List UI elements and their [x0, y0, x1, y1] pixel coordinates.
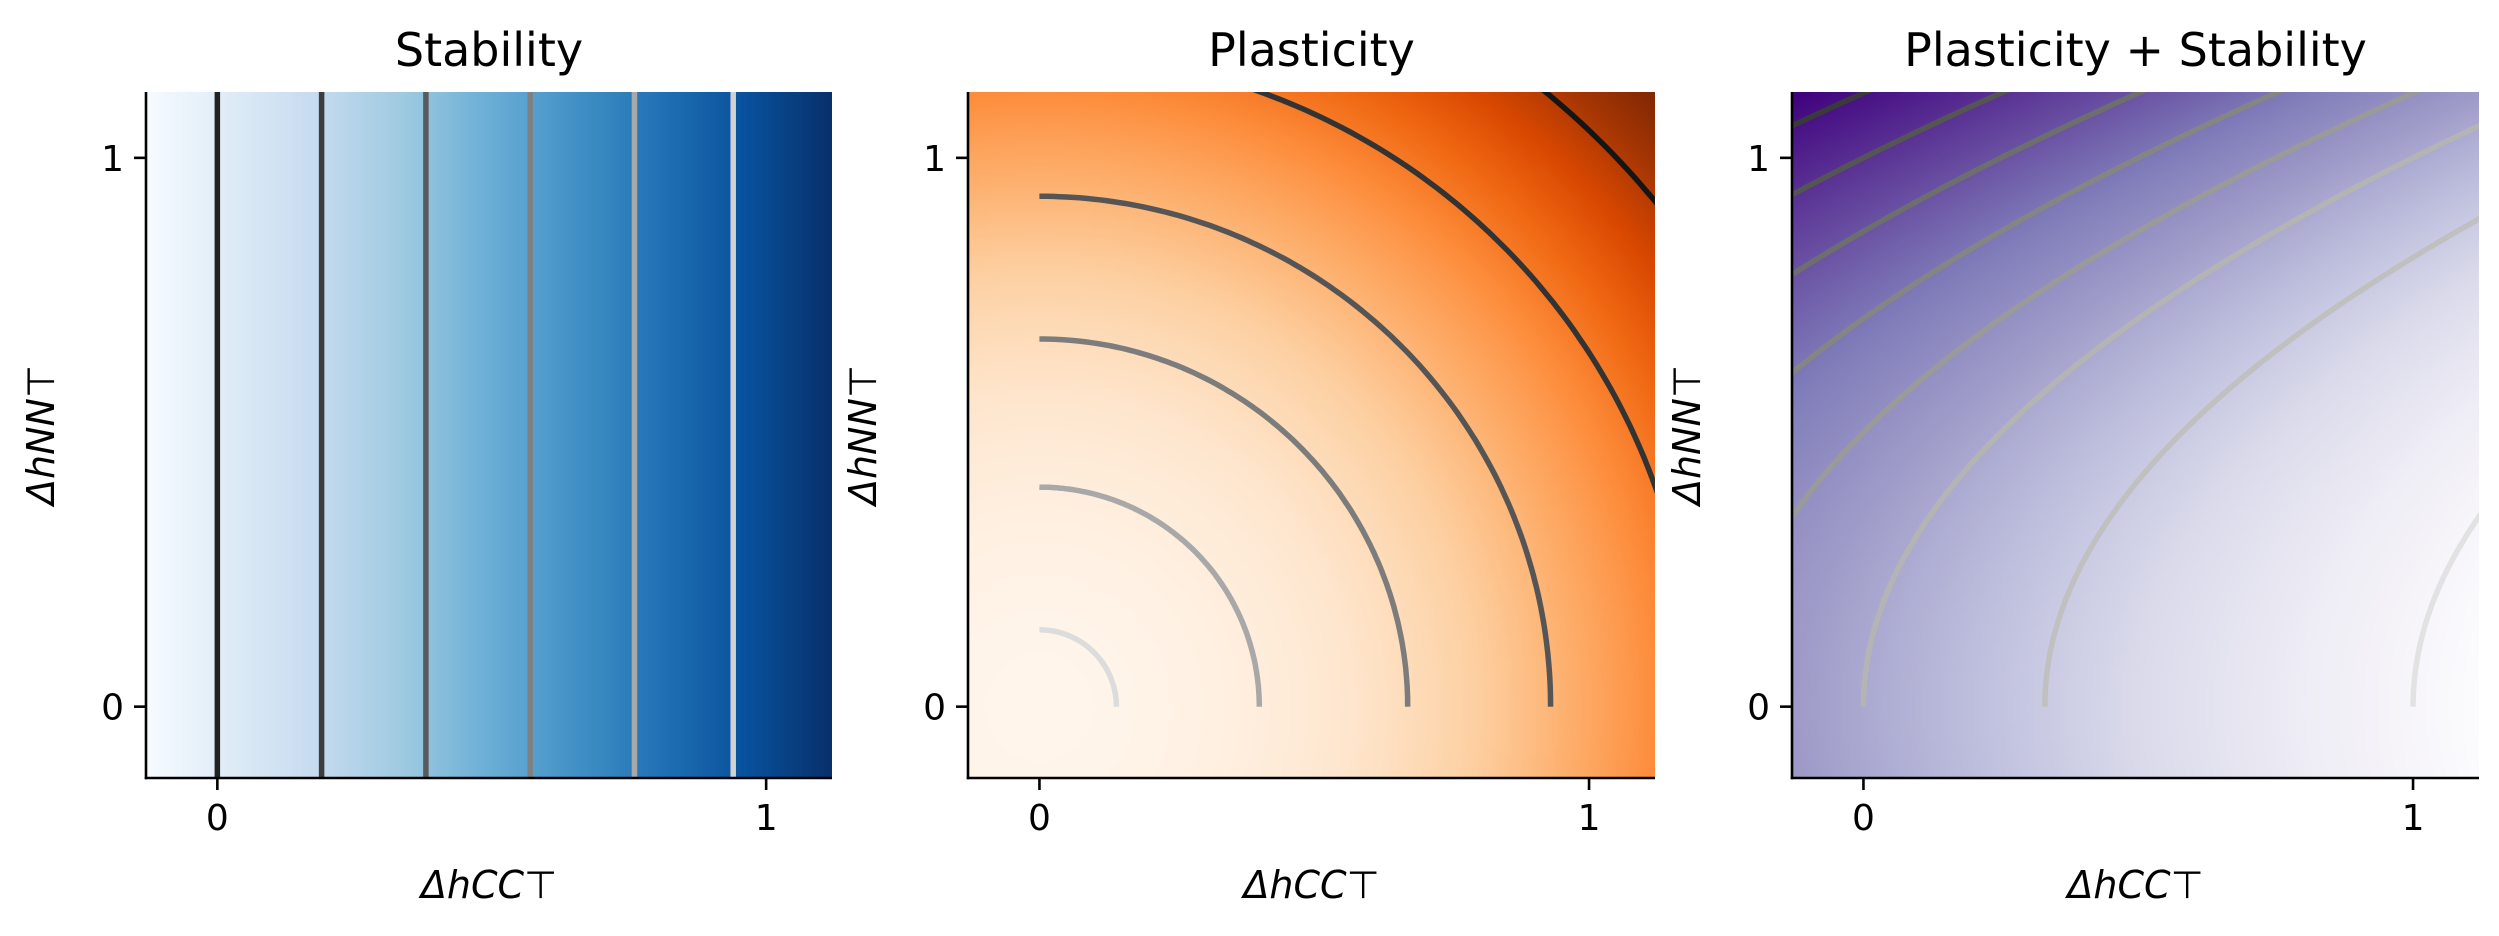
y-tick-label: 1 [923, 139, 946, 180]
plasticity-stability-panel: 0 1 0 1 Plasticity + Stability ΔhCC⊤ ΔhNN⊤ [1665, 23, 2479, 907]
plasticity-panel: 0 1 0 1 Plasticity ΔhCC⊤ ΔhNN⊤ [841, 23, 1655, 907]
heatmap-image [968, 92, 1655, 778]
contour-line [2410, 511, 2479, 707]
y-axis-label: ΔhNN⊤ [19, 365, 63, 508]
x-tick-label: 1 [1578, 798, 1601, 839]
y-axis-label: ΔhNN⊤ [841, 365, 885, 508]
x-axis-label: ΔhCC⊤ [1240, 863, 1379, 907]
contour-lines [1792, 92, 2479, 707]
contour-line [1039, 336, 1411, 707]
contour-line [1039, 484, 1263, 707]
heatmap-image [1792, 92, 2479, 778]
contour-line [2042, 215, 2479, 707]
y-tick-label: 0 [923, 688, 946, 729]
contour-line [1252, 92, 1655, 495]
contour-line [1039, 627, 1120, 707]
contour-lines [214, 92, 736, 778]
x-tick-label: 1 [2402, 798, 2425, 839]
contour-line [1792, 92, 2148, 278]
plasticity-stability-title: Plasticity + Stability [1904, 23, 2367, 77]
y-tick-label: 1 [1747, 139, 1770, 180]
y-axis-label: ΔhNN⊤ [1665, 365, 1709, 508]
x-tick-label: 0 [1028, 798, 1051, 839]
x-axis-label: ΔhCC⊤ [2064, 863, 2203, 907]
stability-title: Stability [395, 23, 583, 77]
contour-line [1792, 92, 2285, 377]
x-tick-label: 1 [755, 798, 778, 839]
x-tick-label: 0 [1852, 798, 1875, 839]
x-tick-label: 0 [206, 798, 229, 839]
contour-line [1792, 92, 2423, 522]
stability-panel: 0 1 0 1 Stability ΔhCC⊤ ΔhNN⊤ [19, 23, 832, 907]
plasticity-title: Plasticity [1208, 23, 1415, 77]
contour-line [1039, 193, 1554, 707]
heatmap-image [146, 92, 832, 778]
y-tick-label: 0 [101, 688, 124, 729]
x-axis-label: ΔhCC⊤ [418, 863, 557, 907]
contour-line [1860, 122, 2479, 707]
contour-line [1792, 92, 2011, 198]
contour-line [1541, 92, 1655, 206]
y-tick-label: 1 [101, 139, 124, 180]
contour-lines [1039, 92, 1655, 707]
y-tick-label: 0 [1747, 688, 1770, 729]
